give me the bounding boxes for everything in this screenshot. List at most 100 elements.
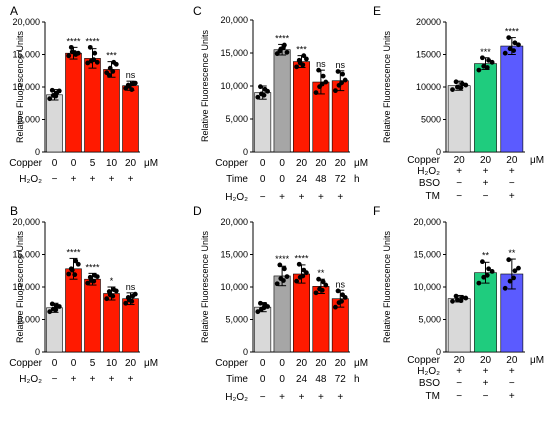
- condition-value: 20: [125, 158, 137, 169]
- data-point: [300, 273, 306, 279]
- data-point: [113, 288, 119, 294]
- y-tick-label: 0: [35, 147, 40, 157]
- condition-value: 72: [335, 174, 347, 185]
- data-point: [480, 55, 485, 61]
- y-tick-label: 15000: [416, 50, 441, 60]
- bar: [84, 58, 101, 153]
- data-point: [481, 274, 487, 280]
- data-point: [463, 295, 469, 301]
- data-point: [296, 57, 302, 63]
- condition-value: +: [71, 374, 77, 385]
- y-tick-label: 10000: [416, 82, 441, 92]
- significance-label: *: [110, 276, 114, 286]
- y-tick-label: 0: [243, 147, 248, 157]
- data-point: [132, 80, 138, 86]
- data-point: [92, 50, 98, 56]
- data-point: [94, 59, 100, 65]
- condition-value: +: [318, 392, 324, 403]
- condition-value: +: [90, 174, 96, 185]
- data-point: [489, 269, 495, 274]
- condition-row-label: Time: [226, 174, 248, 185]
- significance-label: ****: [85, 36, 100, 46]
- data-point: [303, 270, 309, 276]
- significance-label: ****: [294, 253, 309, 263]
- data-point: [507, 278, 513, 284]
- data-point: [335, 288, 341, 294]
- data-point: [484, 272, 490, 278]
- condition-value: 24: [296, 374, 308, 385]
- condition-row-label: TM: [426, 191, 440, 202]
- data-point: [104, 296, 110, 302]
- data-point: [110, 69, 116, 74]
- significance-label: ***: [296, 45, 307, 55]
- panel-letter: C: [193, 4, 202, 18]
- data-point: [453, 79, 459, 85]
- condition-row-label: H₂O₂: [19, 374, 42, 385]
- condition-value: 20: [480, 155, 492, 166]
- condition-unit: μM: [530, 355, 544, 366]
- condition-value: 0: [260, 158, 266, 169]
- y-tick-label: 0: [243, 347, 248, 357]
- condition-row-label: Copper: [215, 158, 248, 169]
- condition-value: 0: [260, 174, 266, 185]
- condition-value: −: [456, 178, 462, 189]
- condition-value: +: [483, 178, 489, 189]
- condition-value: +: [483, 378, 489, 389]
- significance-label: ****: [275, 33, 290, 43]
- significance-label: ****: [275, 254, 290, 264]
- condition-value: 0: [52, 158, 58, 169]
- data-point: [47, 309, 53, 315]
- condition-unit: μM: [530, 155, 544, 166]
- condition-value: +: [128, 374, 134, 385]
- y-axis-label: Relative Fluorescence Units: [200, 230, 210, 343]
- data-point: [284, 274, 290, 279]
- data-point: [265, 88, 270, 94]
- condition-value: +: [299, 392, 305, 403]
- condition-row-label: H₂O₂: [19, 174, 42, 185]
- condition-value: 0: [260, 374, 266, 385]
- condition-value: +: [279, 192, 285, 203]
- data-point: [489, 59, 495, 65]
- condition-row-label: Copper: [407, 155, 440, 166]
- y-axis-label: Relative Fluorescence Units: [382, 30, 392, 143]
- significance-label: ns: [336, 60, 346, 70]
- data-point: [502, 50, 508, 56]
- condition-row-label: Copper: [9, 358, 42, 369]
- data-point: [316, 276, 322, 282]
- condition-value: 48: [315, 174, 327, 185]
- condition-value: 0: [260, 358, 266, 369]
- condition-value: 20: [335, 358, 347, 369]
- data-point: [110, 293, 116, 299]
- data-point: [91, 57, 97, 63]
- condition-value: +: [509, 191, 515, 202]
- condition-value: 10: [106, 358, 118, 369]
- significance-label: ****: [66, 36, 81, 46]
- y-tick-label: 0: [35, 347, 40, 357]
- condition-row-label: H₂O₂: [417, 366, 440, 377]
- significance-label: ***: [480, 47, 491, 57]
- condition-value: 20: [315, 158, 327, 169]
- condition-value: 20: [335, 158, 347, 169]
- panel-letter: E: [373, 4, 381, 18]
- significance-label: **: [482, 251, 490, 261]
- bar: [254, 92, 272, 153]
- condition-value: 20: [296, 158, 308, 169]
- data-point: [319, 81, 325, 87]
- data-point: [125, 82, 131, 88]
- data-point: [53, 307, 59, 313]
- data-point: [484, 65, 490, 70]
- data-point: [294, 64, 300, 70]
- data-point: [316, 67, 322, 73]
- bar: [46, 307, 63, 353]
- data-point: [49, 87, 55, 93]
- condition-value: +: [299, 192, 305, 203]
- significance-label: ***: [106, 51, 117, 61]
- condition-value: +: [109, 374, 115, 385]
- data-point: [319, 287, 325, 293]
- condition-value: −: [260, 392, 266, 403]
- bar: [65, 52, 82, 153]
- condition-unit: μM: [144, 158, 158, 169]
- condition-unit: h: [354, 374, 360, 385]
- panel-letter: D: [193, 204, 202, 218]
